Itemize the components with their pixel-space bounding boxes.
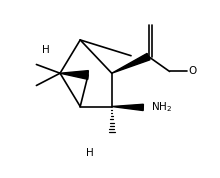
- Text: O: O: [188, 66, 196, 77]
- Text: H: H: [42, 45, 50, 56]
- Polygon shape: [60, 71, 88, 79]
- Text: NH$_2$: NH$_2$: [151, 101, 172, 114]
- Polygon shape: [112, 53, 150, 73]
- Text: H: H: [86, 148, 94, 158]
- Polygon shape: [112, 104, 143, 111]
